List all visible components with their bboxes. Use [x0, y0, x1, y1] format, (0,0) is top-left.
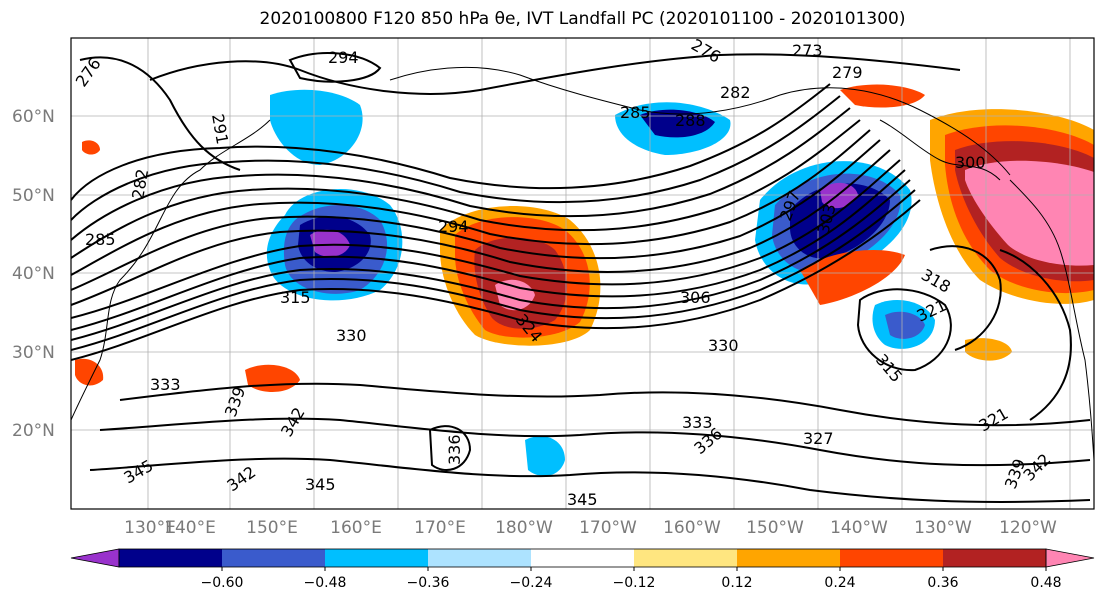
positive-anomaly-shading [75, 84, 1094, 392]
latitude-labels: 60°N 50°N 40°N 30°N 20°N [12, 107, 55, 441]
contour-label: 285 [85, 230, 116, 249]
lon-label: 130°E [124, 518, 176, 538]
lon-label: 170°W [579, 518, 637, 538]
contour-label: 330 [336, 326, 367, 345]
lon-label: 140°W [830, 518, 888, 538]
colorbar-outline [118, 548, 1047, 568]
lat-label: 60°N [12, 107, 55, 127]
contour-label: 285 [620, 103, 651, 122]
lon-label: 180°W [495, 518, 553, 538]
lat-label: 30°N [12, 343, 55, 363]
colorbar-bin [737, 549, 841, 567]
colorbar-extend-max [1045, 548, 1095, 568]
colorbar-tick-label: 0.24 [824, 575, 855, 591]
colorbar-tick-label: −0.24 [510, 575, 553, 591]
colorbar-extend-min [70, 548, 120, 568]
map-title: 2020100800 F120 850 hPa θe, IVT Landfall… [259, 9, 906, 29]
lon-label: 130°W [914, 518, 972, 538]
colorbar-tick-label: 0.48 [1030, 575, 1061, 591]
theta-e-contours [71, 52, 1091, 503]
contour-label: 288 [675, 111, 706, 130]
lon-label: 170°E [414, 518, 466, 538]
colorbar-bin [943, 549, 1047, 567]
colorbar-bin [325, 549, 429, 567]
contour-label: 345 [305, 475, 336, 494]
colorbar: −0.60 −0.48 −0.36 −0.24 −0.12 0.12 0.24 0.36 0.4… [70, 548, 1095, 591]
lon-label: 160°W [663, 518, 721, 538]
coastlines [71, 66, 1094, 461]
contour-label: 282 [720, 83, 751, 102]
colorbar-tick-label: −0.36 [407, 575, 450, 591]
colorbar-tick-label: −0.48 [304, 575, 347, 591]
colorbar-tick-label: 0.12 [721, 575, 752, 591]
map-content: 294 276 273 279 276 282 285 288 291 282 … [71, 38, 1094, 509]
contour-label: 333 [682, 413, 713, 432]
contour-label: 279 [832, 63, 863, 82]
contour-label: 345 [567, 490, 598, 509]
contour-label: 294 [438, 217, 469, 236]
lon-label: 150°E [246, 518, 298, 538]
lon-label: 160°E [330, 518, 382, 538]
contour-label: 273 [792, 41, 823, 60]
lon-label: 150°W [746, 518, 804, 538]
map-frame [70, 37, 1095, 510]
colorbar-bin [428, 549, 532, 567]
contour-label: 315 [280, 288, 311, 307]
lat-label: 50°N [12, 186, 55, 206]
colorbar-bin [634, 549, 738, 567]
colorbar-tick-label: 0.36 [927, 575, 958, 591]
contour-label: 327 [803, 429, 834, 448]
colorbar-bin [840, 549, 944, 567]
colorbar-tick-label: −0.12 [613, 575, 656, 591]
colorbar-bin [119, 549, 223, 567]
graticule [71, 38, 1094, 509]
colorbar-tick-label: −0.60 [201, 575, 244, 591]
lon-label: 140°E [164, 518, 216, 538]
lat-label: 40°N [12, 264, 55, 284]
lat-label: 20°N [12, 421, 55, 441]
contour-label: 336 [445, 434, 464, 465]
lon-label: 120°W [999, 518, 1057, 538]
colorbar-bin [222, 549, 326, 567]
contour-label: 300 [955, 153, 986, 172]
contour-label: 330 [708, 336, 739, 355]
contour-label: 306 [680, 288, 711, 307]
longitude-labels: 130°E 140°E 150°E 160°E 170°E 180°W 170°… [124, 518, 1057, 538]
contour-label: 294 [328, 48, 359, 67]
contour-label: 333 [150, 375, 181, 394]
colorbar-bin [531, 549, 635, 567]
contour-labels: 294 276 273 279 276 282 285 288 291 282 … [72, 38, 1055, 509]
